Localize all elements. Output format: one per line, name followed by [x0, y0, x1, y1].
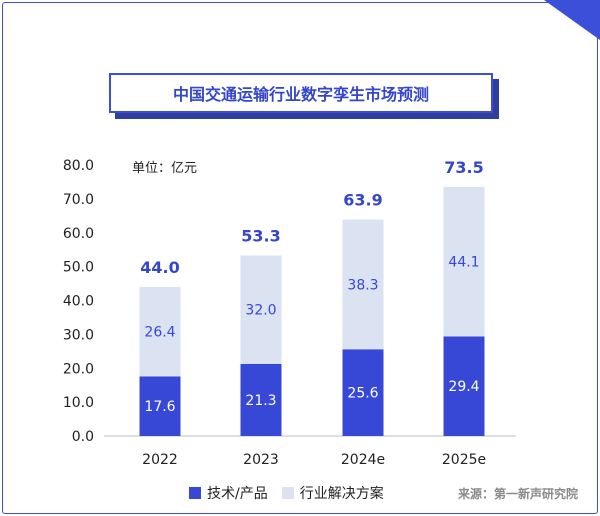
bar-total-label: 73.5 [444, 158, 483, 177]
y-tick-label: 50.0 [63, 260, 94, 276]
bar-label-tech: 21.3 [245, 393, 276, 409]
x-tick-label: 2022 [142, 452, 178, 468]
y-tick-label: 20.0 [63, 361, 94, 377]
bar-segment-tech [139, 376, 181, 436]
bar-label-tech: 29.4 [448, 379, 479, 395]
bar-label-tech: 25.6 [347, 386, 378, 402]
legend-item-solution: 行业解决方案 [281, 483, 384, 503]
bar-segment-solution [342, 219, 384, 350]
y-tick-label: 10.0 [63, 395, 94, 411]
legend-label-tech: 技术/产品 [207, 486, 268, 502]
bar-segment-solution [240, 255, 282, 364]
bar-label-solution: 32.0 [245, 303, 276, 319]
bar-label-solution: 26.4 [144, 325, 175, 341]
chart-legend: 技术/产品 行业解决方案 [189, 483, 398, 503]
bar-label-tech: 17.6 [144, 399, 175, 415]
legend-item-tech: 技术/产品 [189, 483, 268, 503]
bar-total-label: 63.9 [343, 191, 382, 210]
bar-label-solution: 44.1 [448, 255, 479, 271]
legend-swatch-tech [189, 487, 201, 499]
y-tick-label: 30.0 [63, 327, 94, 343]
bar-label-solution: 38.3 [347, 277, 378, 293]
bar-total-label: 44.0 [140, 258, 179, 277]
bar-total-label: 53.3 [241, 226, 280, 245]
source-note: 来源：第一新声研究院 [457, 487, 578, 501]
bar-segment-solution [139, 286, 181, 377]
chart-title: 中国交通运输行业数字孪生市场预测 [109, 73, 493, 113]
x-tick-label: 2025e [442, 452, 486, 468]
x-tick-label: 2024e [341, 452, 385, 468]
y-tick-label: 0.0 [72, 429, 94, 445]
y-tick-label: 70.0 [63, 192, 94, 208]
bar-segment-tech [342, 349, 384, 436]
y-tick-label: 40.0 [63, 294, 94, 310]
y-tick-label: 80.0 [63, 158, 94, 174]
bar-segment-tech [240, 363, 282, 436]
y-tick-label: 60.0 [63, 226, 94, 242]
x-tick-label: 2023 [243, 452, 279, 468]
bar-segment-tech [443, 336, 485, 436]
legend-swatch-solution [281, 487, 294, 499]
bar-segment-solution [443, 187, 485, 337]
unit-label: 单位：亿元 [132, 161, 198, 176]
legend-label-solution: 行业解决方案 [299, 486, 384, 502]
